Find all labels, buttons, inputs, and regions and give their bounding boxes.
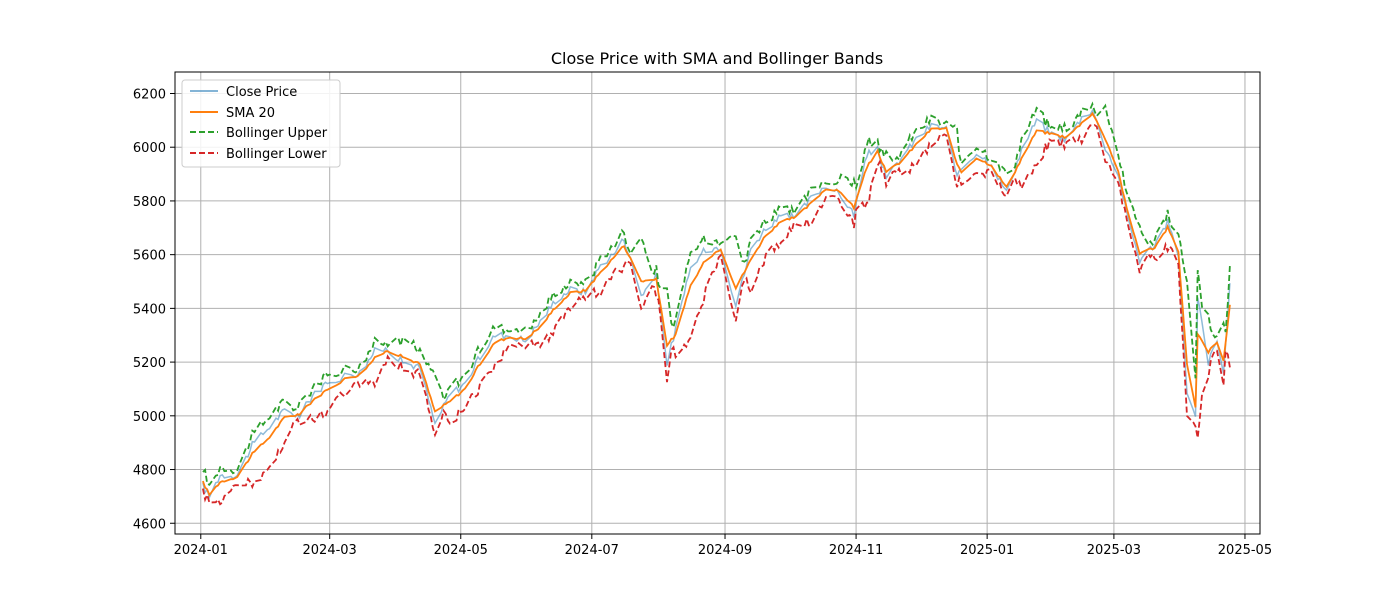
y-tick-label: 4800	[133, 464, 166, 479]
legend: Close Price SMA 20 Bollinger Upper Bolli…	[181, 79, 341, 168]
x-tick-label: 2025-03	[1087, 543, 1141, 558]
x-tick-label: 2025-01	[960, 543, 1014, 558]
series-bollinger-lower	[202, 124, 1231, 506]
x-axis: 2024-01 2024-03 2024-05 2024-07 2024-09 2024-…	[174, 534, 1272, 558]
legend-label-upper: Bollinger Upper	[226, 126, 328, 141]
grid-lines	[175, 72, 1260, 534]
chart-title: Close Price with SMA and Bollinger Bands	[551, 49, 883, 68]
y-tick-label: 5200	[133, 356, 166, 371]
x-tick-label: 2024-03	[303, 543, 357, 558]
x-tick-label: 2024-01	[174, 543, 228, 558]
series-close-price	[202, 108, 1231, 500]
y-axis: 4600 4800 5000 5200 5400 5600 5800 6000 6200	[133, 87, 175, 532]
series-layer	[202, 101, 1231, 506]
x-tick-label: 2024-09	[698, 543, 752, 558]
x-tick-label: 2024-07	[565, 543, 619, 558]
y-tick-label: 6000	[133, 141, 166, 156]
legend-label-sma: SMA 20	[226, 106, 275, 121]
legend-label-lower: Bollinger Lower	[226, 147, 327, 162]
y-tick-label: 5000	[133, 410, 166, 425]
axes-frame	[174, 71, 1261, 535]
y-tick-label: 5600	[133, 249, 166, 264]
x-tick-label: 2024-11	[829, 543, 883, 558]
y-tick-label: 5800	[133, 195, 166, 210]
series-sma-20	[202, 111, 1231, 497]
y-tick-label: 4600	[133, 517, 166, 532]
y-tick-label: 6200	[133, 87, 166, 102]
x-tick-label: 2024-05	[434, 543, 488, 558]
legend-label-close: Close Price	[226, 85, 297, 100]
series-bollinger-upper	[202, 101, 1231, 486]
y-tick-label: 5400	[133, 302, 166, 317]
legend-box	[181, 79, 341, 168]
x-tick-label: 2025-05	[1218, 543, 1272, 558]
